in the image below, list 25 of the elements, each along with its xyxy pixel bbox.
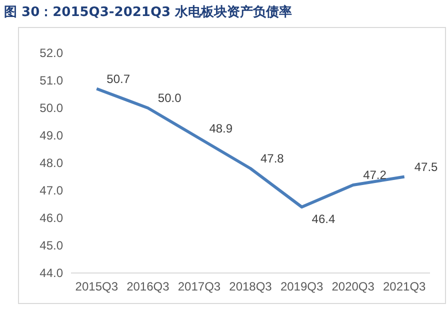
x-tick-label: 2018Q3 — [229, 280, 272, 294]
y-tick-label: 51.0 — [40, 73, 64, 88]
line-series — [95, 87, 406, 208]
x-tick-label: 2021Q3 — [383, 280, 426, 294]
y-tick-label: 44.0 — [40, 266, 64, 280]
data-label: 50.0 — [158, 91, 182, 105]
data-label: 48.9 — [209, 121, 233, 136]
data-label: 50.7 — [106, 72, 130, 86]
y-tick-label: 48.0 — [40, 156, 64, 170]
x-tick-label: 2020Q3 — [332, 280, 375, 294]
data-label: 47.8 — [260, 152, 284, 166]
data-label: 47.5 — [414, 160, 438, 174]
data-label: 47.2 — [363, 168, 387, 182]
x-tick-label: 2017Q3 — [178, 280, 221, 294]
y-tick-label: 49.0 — [40, 128, 64, 142]
y-tick-label: 45.0 — [40, 238, 64, 252]
x-tick-label: 2019Q3 — [280, 280, 324, 294]
y-tick-label: 50.0 — [40, 100, 64, 115]
data-label: 46.4 — [312, 212, 336, 226]
x-tick-label: 2015Q3 — [75, 280, 118, 294]
y-tick-label: 52.0 — [40, 46, 64, 60]
x-tick-label: 2016Q3 — [126, 280, 170, 294]
y-tick-label: 47.0 — [40, 183, 64, 198]
y-tick-label: 46.0 — [40, 210, 64, 225]
chart-title: 图 30：2015Q3-2021Q3 水电板块资产负债率 — [4, 4, 292, 20]
